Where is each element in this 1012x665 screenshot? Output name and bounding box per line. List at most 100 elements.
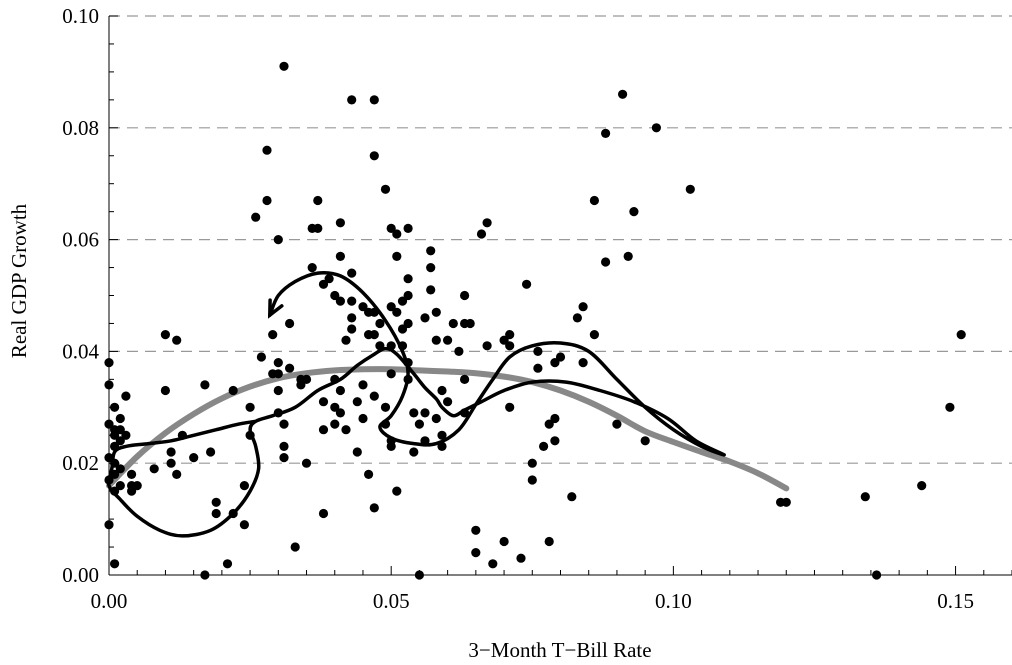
scatter-point [392,251,402,261]
scatter-point [431,413,441,424]
scatter-point [115,413,125,424]
scatter-point [262,145,272,155]
scatter-point [437,441,447,451]
scatter-point [945,402,955,412]
loop-curve-line [106,270,726,538]
scatter-point [640,436,650,446]
y-tick-label: 0.06 [62,228,99,252]
scatter-point [623,251,633,261]
scatter-point [330,290,340,301]
scatter-point [358,302,368,312]
scatter-point [335,218,345,228]
scatter-point [550,436,560,446]
scatter-point [431,335,441,345]
scatter-point [414,570,424,580]
scatter-point [409,408,419,418]
scatter-point [426,246,436,256]
scatter-point [211,508,221,519]
scatter-point [268,330,278,340]
y-tick-label: 0.04 [62,339,99,363]
scatter-point [471,525,481,535]
scatter-point [347,324,357,334]
scatter-point [347,95,357,105]
scatter-point [420,313,430,323]
scatter-point [347,268,357,278]
scatter-point [437,385,447,396]
y-tick-label: 0.08 [62,116,99,140]
scatter-point [471,548,481,558]
scatter-point [211,497,221,507]
scatter-point [414,419,424,429]
scatter-point [431,307,441,317]
scatter-point [330,402,340,412]
scatter-point [420,408,430,418]
scatter-point [601,257,611,267]
scatter-point [341,425,351,435]
smooth-fit-line [106,366,790,492]
scatter-point [482,218,492,228]
scatter-point [301,374,312,384]
scatter-point [222,559,233,569]
y-tick-label: 0.10 [62,4,99,28]
scatter-point [386,369,396,379]
x-tick-label: 0.00 [91,589,128,613]
scatter-point [335,251,345,261]
scatter-point [307,263,317,273]
scatter-point [358,380,368,390]
scatter-point [403,318,413,329]
scatter-point [132,481,142,491]
scatter-point [110,559,120,569]
scatter-point [499,536,509,547]
x-tick-label: 0.10 [655,589,692,613]
scatter-point [380,419,391,429]
scatter-point [533,363,543,373]
scatter-point [115,425,125,435]
scatter-point [482,341,492,351]
scatter-point [589,330,600,340]
scatter-point [256,352,266,362]
scatter-point [273,235,283,245]
scatter-point [386,223,396,233]
scatter-point [285,318,295,329]
scatter-point [781,497,791,507]
scatter-point [544,419,554,429]
scatter-point [110,430,120,440]
scatter-point [245,402,255,412]
scatter-point [104,520,114,530]
scatter-point [550,413,560,424]
scatter-point [572,313,583,323]
scatter-point [149,464,159,474]
scatter-point [465,318,475,329]
scatter-point [392,229,402,239]
scatter-point [499,335,509,345]
scatter-point [539,441,549,451]
scatter-point [324,274,334,284]
scatter-point [104,419,114,429]
scatter-point [369,391,379,401]
axes: 0.00 0.05 0.10 0.15 0.00 0.02 0.04 0.06 0.08 0.10 [62,4,1012,613]
scatter-point [279,419,289,429]
scatter-point [369,151,379,161]
scatter-point [115,481,125,491]
scatter-point [273,408,283,418]
scatter-point [330,419,340,429]
scatter-point [172,469,182,479]
scatter-point [313,223,323,233]
scatter-point [290,542,300,552]
y-axis-title: Real GDP Growth [7,203,31,358]
scatter-point [273,369,283,379]
scatter-point [330,374,340,384]
loop-curve [106,270,726,538]
scatter-point [279,441,289,451]
scatter-point [651,123,662,133]
scatter-point [127,469,137,479]
scatter-point [386,341,396,351]
scatter-point [612,419,622,429]
scatter-point [166,458,176,468]
scatter-point [121,391,131,401]
scatter-point [172,335,182,345]
scatter-point [917,481,927,491]
scatter-point [629,207,639,217]
grid-lines [109,15,1012,464]
